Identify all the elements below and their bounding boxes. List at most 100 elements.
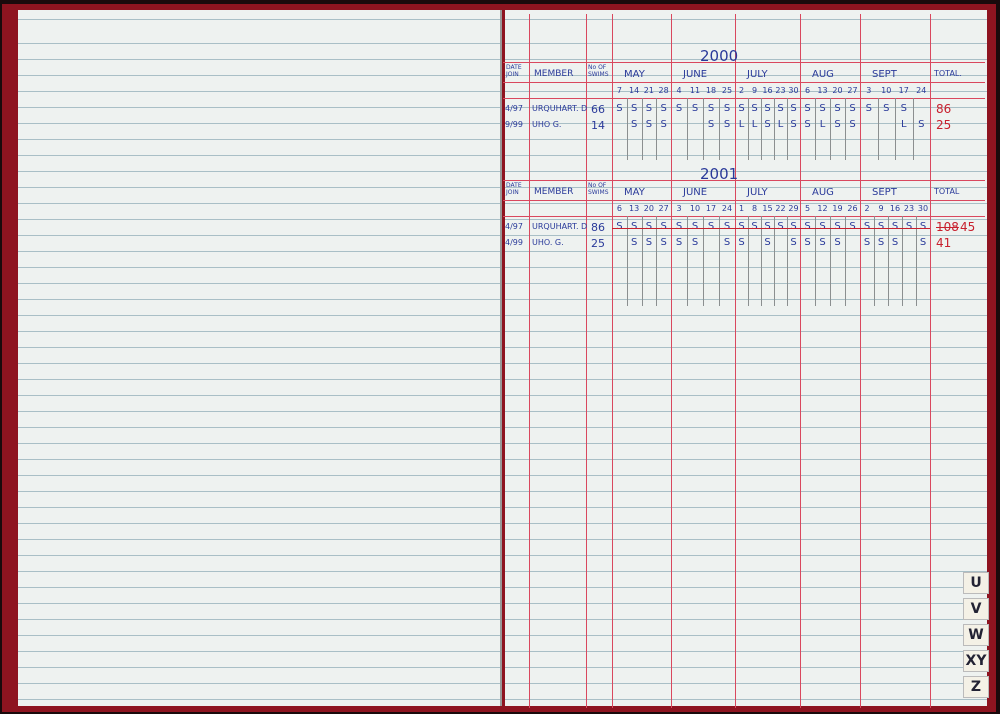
- attendance-mark: S: [645, 237, 653, 248]
- attendance-mark: S: [764, 119, 771, 130]
- attendance-mark: S: [804, 103, 811, 114]
- attendance-mark: S: [738, 221, 745, 232]
- row-member: URQUHART. D: [532, 222, 588, 231]
- header-member: MEMBER: [534, 69, 574, 79]
- attendance-mark: S: [738, 237, 745, 248]
- attendance-mark: S: [707, 221, 715, 232]
- year-heading: 2001: [700, 165, 739, 183]
- row-total: 108: [936, 220, 959, 234]
- row-member: UHO G.: [532, 120, 562, 129]
- attendance-mark: S: [723, 119, 731, 130]
- attendance-mark: S: [645, 119, 653, 130]
- header-total: TOTAL.: [934, 69, 962, 78]
- row-date: 4/99: [505, 238, 523, 247]
- date-6: 6: [804, 86, 811, 95]
- date-9: 9: [751, 86, 758, 95]
- date-13: 13: [817, 86, 828, 95]
- week-rule: [830, 216, 831, 306]
- week-rule: [656, 216, 658, 306]
- attendance-mark: S: [645, 103, 653, 114]
- column-rule: [671, 14, 672, 708]
- index-tab-z[interactable]: Z: [963, 676, 989, 698]
- week-rule: [626, 216, 628, 306]
- month-june: JUNE: [683, 69, 708, 80]
- index-tab-u[interactable]: U: [963, 572, 989, 594]
- header-swims: No OF SWIMS: [588, 182, 609, 196]
- date-4: 4: [676, 86, 682, 95]
- date-30: 30: [917, 204, 929, 213]
- date-24: 24: [916, 86, 927, 95]
- week-rule: [787, 98, 788, 160]
- attendance-mark: S: [891, 237, 899, 248]
- week-rule: [774, 216, 775, 306]
- attendance-mark: S: [834, 119, 841, 130]
- attendance-mark: S: [660, 221, 667, 232]
- date-13: 13: [629, 204, 640, 213]
- attendance-mark: S: [863, 237, 871, 248]
- week-rule: [626, 98, 628, 160]
- attendance-mark: S: [918, 119, 925, 130]
- left-page-lined: [18, 10, 502, 706]
- right-page-register: [505, 10, 987, 706]
- date-19: 19: [832, 204, 843, 213]
- date-25: 25: [721, 86, 733, 95]
- header-rule: [503, 200, 985, 201]
- attendance-mark: S: [616, 221, 623, 232]
- header-swims: No OF SWIMS: [588, 64, 609, 78]
- attendance-mark: L: [777, 119, 784, 130]
- header-member: MEMBER: [534, 187, 574, 197]
- attendance-mark: S: [790, 119, 797, 130]
- attendance-mark: L: [900, 119, 907, 130]
- column-rule: [860, 14, 861, 708]
- date-2: 2: [864, 204, 870, 213]
- row-total-overwrite: 45: [960, 220, 976, 234]
- header-rule: [503, 62, 985, 63]
- index-tab-w[interactable]: W: [963, 624, 989, 646]
- week-rule: [895, 98, 896, 160]
- month-may: MAY: [624, 69, 645, 80]
- date-20: 20: [643, 204, 654, 213]
- date-10: 10: [689, 204, 701, 213]
- attendance-mark: S: [764, 221, 771, 232]
- attendance-mark: S: [819, 237, 826, 248]
- row-swims: 66: [591, 103, 605, 116]
- index-tab-xy[interactable]: XY: [963, 650, 989, 672]
- attendance-mark: S: [764, 103, 771, 114]
- attendance-mark: S: [834, 103, 841, 114]
- row-member: UHO. G.: [532, 238, 564, 247]
- year-heading: 2000: [700, 47, 739, 65]
- attendance-mark: S: [919, 237, 927, 248]
- date-14: 14: [629, 86, 640, 95]
- attendance-mark: S: [790, 221, 797, 232]
- attendance-mark: S: [630, 237, 638, 248]
- attendance-mark: S: [877, 221, 885, 232]
- date-22: 22: [775, 204, 786, 213]
- attendance-mark: S: [675, 237, 683, 248]
- attendance-mark: S: [849, 103, 856, 114]
- attendance-mark: S: [691, 221, 699, 232]
- header-total: TOTAL: [934, 187, 960, 196]
- attendance-mark: S: [863, 221, 871, 232]
- month-sept: SEPT: [872, 187, 897, 198]
- date-9: 9: [878, 204, 884, 213]
- header-date: DATE JOIN: [506, 64, 522, 78]
- column-rule: [586, 14, 587, 708]
- week-rule: [874, 216, 875, 306]
- date-26: 26: [847, 204, 858, 213]
- date-15: 15: [762, 204, 773, 213]
- date-18: 18: [705, 86, 717, 95]
- attendance-mark: L: [738, 119, 745, 130]
- header-rule: [503, 180, 985, 181]
- index-tab-v[interactable]: V: [963, 598, 989, 620]
- date-21: 21: [643, 86, 654, 95]
- attendance-mark: S: [834, 237, 841, 248]
- week-rule: [815, 98, 816, 160]
- attendance-mark: S: [834, 221, 841, 232]
- date-28: 28: [658, 86, 669, 95]
- date-20: 20: [832, 86, 843, 95]
- week-rule: [748, 216, 749, 306]
- date-1: 1: [738, 204, 745, 213]
- attendance-mark: S: [660, 103, 667, 114]
- week-rule: [902, 216, 903, 306]
- attendance-mark: S: [891, 221, 899, 232]
